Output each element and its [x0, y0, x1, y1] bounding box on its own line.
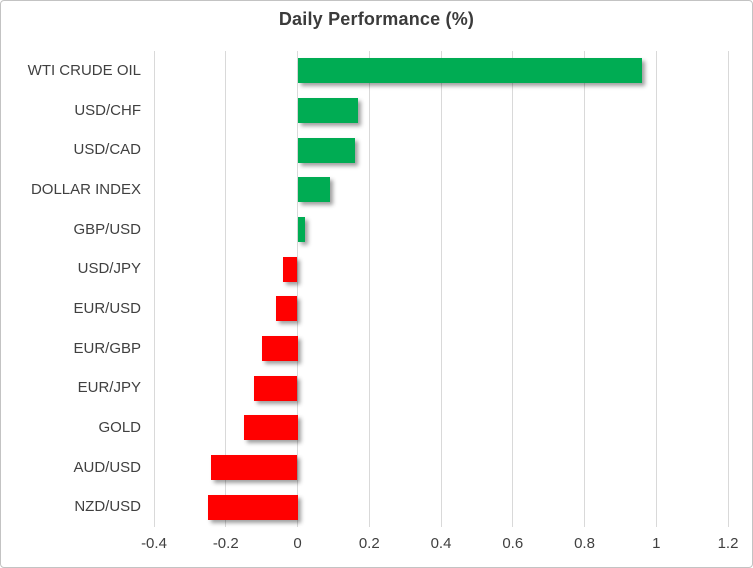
- category-label: EUR/JPY: [77, 379, 141, 397]
- bar-usd-cad: [297, 137, 355, 163]
- x-tick-label: 1: [652, 535, 661, 552]
- gridline: [655, 51, 657, 527]
- gridline: [297, 51, 298, 527]
- category-label: EUR/GBP: [73, 339, 141, 357]
- category-label: GOLD: [98, 419, 141, 436]
- gridline: [368, 51, 370, 527]
- gridline: [440, 51, 442, 527]
- gridline: [153, 51, 155, 527]
- bar-dollar-index: [297, 177, 330, 203]
- category-label: WTI CRUDE OIL: [27, 62, 141, 79]
- x-tick-label: -0.4: [141, 535, 167, 552]
- x-tick-label: -0.2: [212, 535, 239, 552]
- category-label: EUR/USD: [73, 300, 141, 317]
- chart-title: Daily Performance (%): [278, 9, 475, 29]
- category-label: USD/CHF: [74, 101, 141, 119]
- bar-gold: [243, 415, 298, 441]
- category-label: USD/CAD: [73, 141, 141, 159]
- bar-aud-usd: [211, 455, 298, 480]
- category-label: USD/JPY: [77, 260, 141, 278]
- bar-eur-usd: [275, 296, 298, 322]
- x-tick-label: 0.2: [358, 535, 380, 552]
- x-tick-label: 0.4: [430, 535, 452, 552]
- plot-area: [153, 51, 729, 527]
- x-tick-label: 0: [293, 535, 302, 552]
- gridline: [584, 51, 585, 527]
- bar-usd-chf: [297, 98, 359, 123]
- x-tick-label: 1.2: [717, 535, 739, 552]
- x-tick-label: 0.6: [502, 535, 524, 552]
- gridline: [225, 51, 227, 527]
- x-tick-label: 0.8: [574, 535, 595, 552]
- bar-usd-jpy: [283, 256, 298, 282]
- bar-wti-crude-oil: [297, 58, 642, 84]
- bar-nzd-usd: [207, 494, 298, 520]
- category-label: NZD/USD: [74, 498, 141, 516]
- gridline: [512, 51, 514, 527]
- category-label: DOLLAR INDEX: [30, 181, 141, 198]
- bar-gbp-usd: [297, 217, 305, 242]
- category-label: AUD/USD: [73, 458, 141, 476]
- category-label: GBP/USD: [73, 220, 141, 238]
- bar-eur-gbp: [261, 336, 298, 361]
- gridline: [727, 51, 729, 527]
- bar-eur-jpy: [254, 375, 298, 401]
